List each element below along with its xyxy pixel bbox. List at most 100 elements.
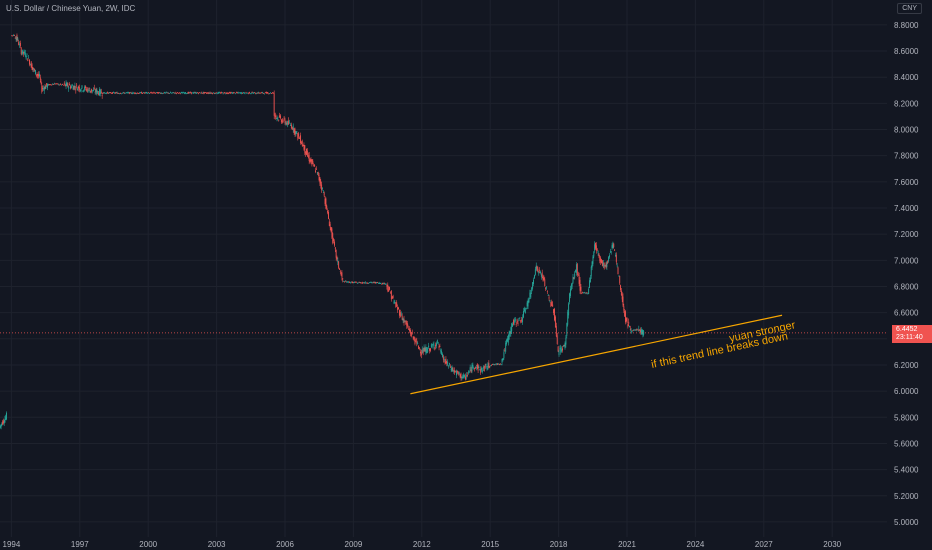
candle: [510, 327, 512, 334]
candle: [352, 282, 354, 283]
candle: [355, 281, 357, 283]
candle: [234, 92, 236, 94]
candle: [245, 92, 247, 93]
candle: [129, 92, 131, 93]
candle: [231, 92, 233, 94]
candle: [35, 74, 37, 76]
candle: [167, 92, 169, 94]
candle: [42, 88, 44, 90]
candle: [475, 367, 476, 369]
candle: [356, 281, 357, 283]
candle: [360, 282, 362, 284]
candle: [203, 92, 205, 94]
chart-grid: [0, 0, 887, 537]
candle: [553, 309, 555, 314]
candle: [233, 92, 235, 94]
candle: [163, 92, 164, 94]
candle: [112, 92, 114, 94]
candle: [579, 279, 581, 291]
candle: [276, 117, 278, 120]
candle: [641, 329, 643, 335]
candle: [534, 269, 536, 275]
candle: [243, 92, 245, 94]
candle: [87, 89, 89, 93]
y-tick-label: 8.6000: [894, 47, 919, 56]
candle: [80, 89, 82, 91]
candle: [369, 282, 371, 284]
candle: [602, 262, 604, 266]
candle: [42, 87, 44, 90]
candle: [66, 83, 68, 86]
candle: [13, 35, 15, 36]
candle: [597, 251, 599, 253]
candle: [141, 92, 143, 94]
candle: [523, 311, 524, 318]
candle: [182, 92, 184, 94]
candle: [0, 425, 1, 428]
candle: [610, 251, 612, 253]
candle: [336, 257, 338, 259]
currency-button[interactable]: CNY: [897, 3, 922, 14]
candle: [599, 256, 601, 261]
candle: [209, 92, 211, 94]
candle: [57, 83, 59, 85]
candle: [309, 159, 311, 163]
candle: [177, 92, 179, 94]
candle: [142, 93, 143, 94]
candle: [636, 329, 638, 331]
candle: [376, 282, 378, 284]
candle: [232, 92, 234, 94]
candle: [117, 92, 119, 94]
candle: [539, 269, 541, 271]
candle: [140, 92, 142, 94]
candle: [348, 281, 350, 283]
candle: [235, 93, 236, 95]
candle: [76, 84, 78, 86]
candle: [408, 328, 410, 330]
candle: [73, 85, 75, 90]
candle: [491, 364, 492, 366]
candle: [6, 412, 7, 420]
candle: [304, 145, 306, 153]
candle: [242, 92, 244, 94]
candle: [280, 119, 282, 123]
candle: [393, 301, 395, 304]
candle: [311, 159, 313, 165]
candle: [390, 290, 392, 300]
y-tick-label: 6.6000: [894, 309, 919, 318]
candle: [74, 85, 76, 88]
candle: [37, 74, 39, 76]
candle: [577, 274, 579, 276]
candle: [363, 282, 365, 284]
candle: [148, 92, 150, 94]
candle: [108, 92, 110, 94]
candle: [122, 92, 124, 93]
candle: [89, 90, 91, 93]
candle: [395, 302, 397, 307]
candle: [124, 92, 126, 94]
candle: [482, 366, 484, 369]
x-tick-label: 1997: [71, 540, 89, 549]
candle: [155, 92, 157, 94]
candle: [190, 92, 192, 94]
candle: [549, 300, 551, 302]
candle: [357, 282, 359, 284]
candle: [523, 308, 525, 312]
candle: [540, 274, 542, 277]
candle: [339, 268, 340, 270]
candle: [92, 90, 93, 92]
candle: [174, 93, 176, 95]
candle: [225, 93, 227, 95]
candle: [537, 268, 539, 272]
candle: [397, 307, 399, 310]
candle: [533, 279, 534, 284]
candle: [212, 92, 214, 94]
candle: [152, 92, 154, 94]
candle: [470, 369, 472, 373]
candle: [59, 84, 61, 86]
candle: [241, 92, 243, 94]
candle: [620, 285, 622, 291]
candle: [238, 92, 240, 94]
candle: [414, 340, 416, 345]
